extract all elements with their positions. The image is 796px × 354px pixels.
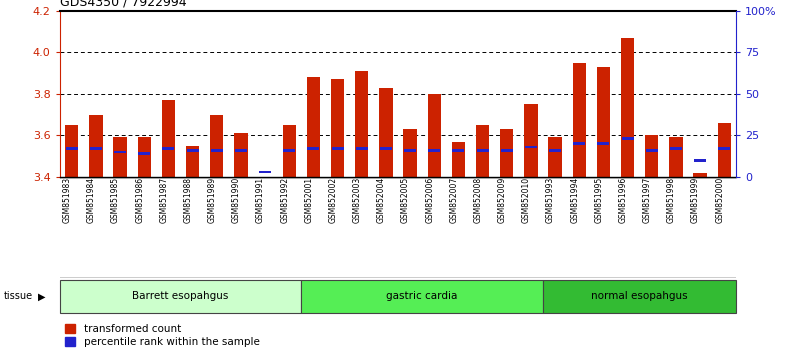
Bar xyxy=(573,142,585,145)
Bar xyxy=(235,149,247,152)
Bar xyxy=(259,171,271,173)
Bar xyxy=(718,147,730,150)
Bar xyxy=(548,137,562,177)
Bar xyxy=(302,280,543,313)
Text: GSM851991: GSM851991 xyxy=(256,177,265,223)
Bar xyxy=(162,147,174,150)
Text: GSM851985: GSM851985 xyxy=(111,177,120,223)
Bar xyxy=(622,137,634,140)
Text: GSM852005: GSM852005 xyxy=(401,177,410,223)
Bar xyxy=(332,147,344,150)
Bar xyxy=(427,94,441,177)
Bar xyxy=(476,125,490,177)
Text: normal esopahgus: normal esopahgus xyxy=(591,291,688,302)
Text: GSM851989: GSM851989 xyxy=(208,177,217,223)
Bar xyxy=(572,63,586,177)
Bar xyxy=(645,135,658,177)
Bar xyxy=(549,149,561,152)
Text: GSM852008: GSM852008 xyxy=(474,177,482,223)
Text: GSM851995: GSM851995 xyxy=(595,177,603,223)
Bar xyxy=(428,149,440,152)
Bar xyxy=(210,115,224,177)
Text: GSM852002: GSM852002 xyxy=(329,177,338,223)
Bar xyxy=(355,71,369,177)
Text: GSM851984: GSM851984 xyxy=(87,177,96,223)
Text: GSM851986: GSM851986 xyxy=(135,177,144,223)
Text: GSM851992: GSM851992 xyxy=(280,177,289,223)
Bar xyxy=(500,129,513,177)
Text: Barrett esopahgus: Barrett esopahgus xyxy=(132,291,228,302)
Text: GSM851996: GSM851996 xyxy=(618,177,627,223)
Bar xyxy=(380,147,392,150)
Text: GSM852007: GSM852007 xyxy=(450,177,458,223)
Bar xyxy=(211,149,223,152)
Legend: transformed count, percentile rank within the sample: transformed count, percentile rank withi… xyxy=(65,324,259,347)
Text: GSM852000: GSM852000 xyxy=(716,177,724,223)
Text: GSM852009: GSM852009 xyxy=(498,177,507,223)
Text: gastric cardia: gastric cardia xyxy=(387,291,458,302)
Text: GSM852004: GSM852004 xyxy=(377,177,386,223)
Bar xyxy=(283,125,296,177)
Bar xyxy=(404,149,416,152)
Bar xyxy=(90,147,102,150)
Bar xyxy=(162,100,175,177)
Bar xyxy=(306,77,320,177)
Bar xyxy=(114,137,127,177)
Bar xyxy=(307,147,319,150)
Bar xyxy=(621,38,634,177)
Bar xyxy=(138,137,151,177)
Bar xyxy=(186,149,198,152)
Bar xyxy=(379,87,392,177)
Bar xyxy=(283,149,295,152)
Bar xyxy=(646,149,657,152)
Bar xyxy=(186,146,199,177)
Bar xyxy=(501,149,513,152)
Bar xyxy=(356,147,368,150)
Bar xyxy=(694,159,706,162)
Bar xyxy=(670,147,682,150)
Text: GSM851997: GSM851997 xyxy=(642,177,652,223)
Bar xyxy=(60,280,302,313)
Text: GSM851990: GSM851990 xyxy=(232,177,241,223)
Bar xyxy=(693,173,707,177)
Bar xyxy=(543,280,736,313)
Bar xyxy=(331,79,344,177)
Bar xyxy=(234,133,248,177)
Text: GSM851999: GSM851999 xyxy=(691,177,700,223)
Bar xyxy=(525,104,537,177)
Text: GSM852003: GSM852003 xyxy=(353,177,361,223)
Text: GSM851987: GSM851987 xyxy=(159,177,169,223)
Bar xyxy=(525,146,537,148)
Bar xyxy=(477,149,489,152)
Text: GSM851993: GSM851993 xyxy=(546,177,555,223)
Bar xyxy=(452,142,465,177)
Bar xyxy=(452,149,464,152)
Bar xyxy=(139,152,150,155)
Text: GSM852001: GSM852001 xyxy=(304,177,314,223)
Text: GSM852006: GSM852006 xyxy=(425,177,435,223)
Text: GSM851998: GSM851998 xyxy=(667,177,676,223)
Text: GSM852010: GSM852010 xyxy=(522,177,531,223)
Text: GDS4350 / 7922994: GDS4350 / 7922994 xyxy=(60,0,186,8)
Bar xyxy=(89,115,103,177)
Bar xyxy=(598,142,610,145)
Text: tissue: tissue xyxy=(4,291,33,302)
Bar xyxy=(66,147,78,150)
Bar xyxy=(669,137,682,177)
Bar xyxy=(404,129,417,177)
Bar xyxy=(717,123,731,177)
Bar xyxy=(114,151,126,153)
Bar xyxy=(597,67,610,177)
Text: GSM851988: GSM851988 xyxy=(184,177,193,223)
Text: GSM851994: GSM851994 xyxy=(570,177,579,223)
Text: ▶: ▶ xyxy=(38,291,45,302)
Text: GSM851983: GSM851983 xyxy=(63,177,72,223)
Bar xyxy=(65,125,79,177)
